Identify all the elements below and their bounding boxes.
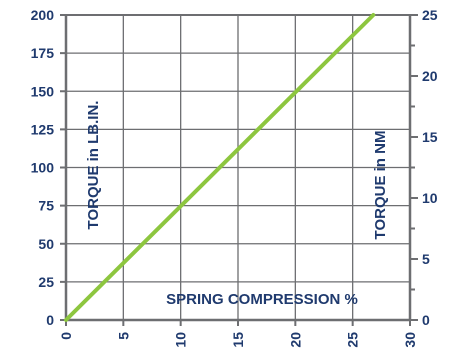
left-tick-label: 175: [31, 45, 55, 61]
right-tick-label: 5: [422, 251, 430, 267]
x-tick-label: 15: [230, 332, 246, 348]
right-y-axis-title: TORQUE in NM: [372, 131, 389, 240]
left-tick-label: 200: [31, 7, 55, 23]
right-tick-label: 10: [422, 190, 438, 206]
x-axis-title: SPRING COMPRESSION %: [166, 291, 358, 308]
left-tick-label: 75: [38, 198, 54, 214]
x-tick-label: 30: [402, 332, 418, 348]
left-tick-label: 0: [46, 312, 54, 328]
series-line: [64, 13, 376, 322]
right-tick-label: 20: [422, 68, 438, 84]
x-tick-label: 10: [173, 332, 189, 348]
right-tick-label: 0: [422, 312, 430, 328]
right-tick-label: 25: [422, 7, 438, 23]
grid: [66, 15, 410, 320]
left-tick-label: 150: [31, 83, 55, 99]
left-tick-label: 100: [31, 160, 55, 176]
right-tick-label: 15: [422, 129, 438, 145]
left-tick-label: 125: [31, 121, 55, 137]
left-tick-label: 50: [38, 236, 54, 252]
tick-labels: 0 25 50 75 100 125 150 175 200 0 5 10 15 20 25 0 5 10 15 20…: [31, 7, 438, 348]
x-tick-label: 5: [115, 332, 131, 340]
series: [64, 13, 376, 322]
left-tick-label: 25: [38, 274, 54, 290]
x-tick-label: 20: [287, 332, 303, 348]
left-y-axis-title: TORQUE in LB.IN.: [85, 101, 102, 230]
x-tick-label: 25: [345, 332, 361, 348]
axes: [60, 14, 418, 326]
x-tick-label: 0: [58, 332, 74, 340]
